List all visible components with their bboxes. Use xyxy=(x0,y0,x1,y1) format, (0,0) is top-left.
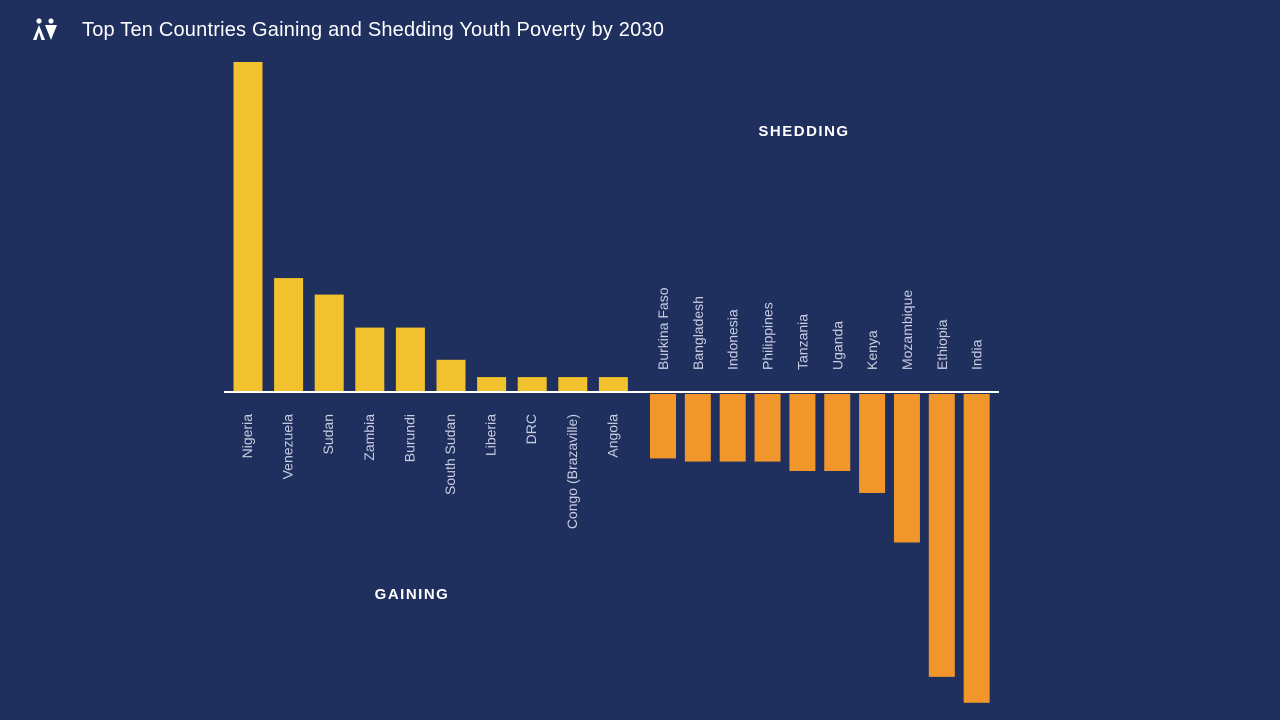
label-indonesia: Indonesia xyxy=(725,309,741,370)
bar-burundi xyxy=(395,327,425,392)
bar-kenya xyxy=(859,394,886,493)
label-mozambique: Mozambique xyxy=(899,290,915,370)
bar-congo-brazaville xyxy=(558,377,588,392)
bar-indonesia xyxy=(719,394,746,462)
label-tanzania: Tanzania xyxy=(794,314,810,370)
bar-burkina-faso xyxy=(650,394,676,459)
series-label-shedding: SHEDDING xyxy=(758,123,849,140)
label-congo-brazaville: Congo (Brazaville) xyxy=(564,414,580,529)
series-label-gaining: GAINING xyxy=(375,586,450,603)
label-south-sudan: South Sudan xyxy=(442,414,458,495)
bar-tanzania xyxy=(789,394,816,471)
label-venezuela: Venezuela xyxy=(280,414,296,480)
label-sudan: Sudan xyxy=(320,414,336,454)
bar-liberia xyxy=(477,377,507,392)
label-burkina-faso: Burkina Faso xyxy=(655,287,671,370)
label-india: India xyxy=(969,339,985,370)
bar-sudan xyxy=(314,294,344,392)
bar-angola xyxy=(598,377,628,392)
label-philippines: Philippines xyxy=(760,302,776,370)
label-bangladesh: Bangladesh xyxy=(690,296,706,370)
label-liberia: Liberia xyxy=(483,414,499,456)
two-people-icon xyxy=(33,18,57,40)
bar-venezuela xyxy=(274,278,304,392)
bar-uganda xyxy=(824,394,851,471)
label-nigeria: Nigeria xyxy=(239,414,255,459)
bar-mozambique xyxy=(893,394,920,543)
bar-south-sudan xyxy=(436,359,466,392)
bar-philippines xyxy=(754,394,781,462)
label-zambia: Zambia xyxy=(361,414,377,461)
label-burundi: Burundi xyxy=(401,414,417,462)
header: Top Ten Countries Gaining and Shedding Y… xyxy=(32,14,664,46)
chart-title: Top Ten Countries Gaining and Shedding Y… xyxy=(82,18,665,41)
label-drc: DRC xyxy=(523,414,539,444)
label-uganda: Uganda xyxy=(829,321,845,370)
bars-group xyxy=(233,62,990,703)
bar-bangladesh xyxy=(684,394,711,462)
bar-ethiopia xyxy=(928,394,955,677)
label-ethiopia: Ethiopia xyxy=(934,319,950,370)
bar-nigeria xyxy=(233,62,263,392)
label-kenya: Kenya xyxy=(864,330,880,370)
bar-india xyxy=(963,394,990,703)
bar-zambia xyxy=(355,327,385,392)
category-labels-group: Nigeria Venezuela Sudan Zambia Burundi South … xyxy=(239,287,985,529)
label-angola: Angola xyxy=(604,414,620,458)
bar-drc xyxy=(517,377,547,392)
